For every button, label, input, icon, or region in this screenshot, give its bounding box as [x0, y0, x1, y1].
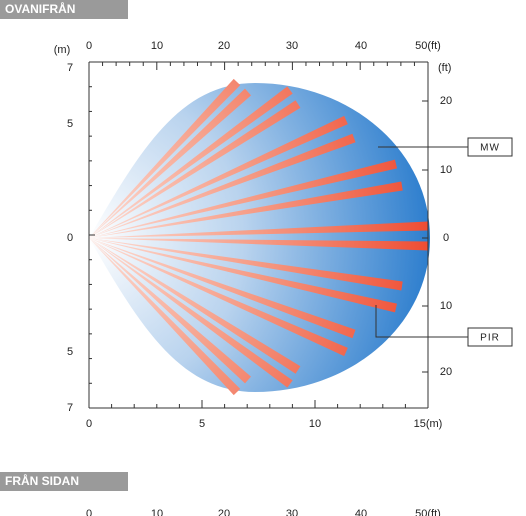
pir-beam — [89, 221, 429, 238]
pir-beam — [89, 115, 348, 238]
pir-beam — [89, 181, 403, 238]
side-tick-label: 20 — [218, 508, 230, 516]
right-tick-label: 10 — [440, 164, 452, 176]
top-tick-label: 0 — [86, 40, 92, 52]
bottom-tick-label: 15(m) — [414, 418, 443, 430]
side-tick-label: 10 — [151, 508, 163, 516]
side-tick-label: 40 — [355, 508, 367, 516]
pir-beam — [89, 100, 301, 238]
bottom-tick-label: 10 — [309, 418, 321, 430]
callout-label: PIR — [480, 333, 500, 344]
callout-line — [375, 305, 468, 338]
left-tick-label: 0 — [67, 232, 73, 244]
unit-label: (m) — [54, 44, 71, 56]
bottom-tick-label: 0 — [86, 418, 92, 430]
top-tick-label: 20 — [218, 40, 230, 52]
pir-beam — [89, 159, 398, 238]
ticks — [88, 61, 429, 409]
left-tick-label: 5 — [67, 346, 73, 358]
pir-beam — [89, 238, 251, 384]
pir-beam — [89, 238, 398, 313]
section-header: OVANIFRÅN — [5, 1, 75, 16]
pir-beam — [89, 238, 348, 357]
callout-box — [467, 327, 513, 347]
left-tick-label: 5 — [67, 118, 73, 130]
top-tick-label: 10 — [151, 40, 163, 52]
section-header: FRÅN SIDAN — [5, 473, 79, 488]
pir-beam — [89, 238, 429, 251]
pir-beam — [89, 133, 356, 238]
top-tick-label: 40 — [355, 40, 367, 52]
pir-beam — [89, 238, 356, 339]
unit-label: (ft) — [438, 62, 451, 74]
bottom-tick-label: 5 — [199, 418, 205, 430]
pir-beam — [89, 238, 241, 396]
side-tick-label: 50(ft) — [415, 508, 441, 516]
pir-beam — [89, 86, 293, 238]
tick-labels: 0 10 20 30 40 50(ft) 7 5 0 5 7 20 10 0 10 20 0 5 10 15(m) 0 1… — [67, 40, 452, 516]
callout-label: MW — [480, 143, 500, 154]
right-tick-label: 20 — [440, 366, 452, 378]
callout-box — [467, 137, 513, 157]
right-tick-label: 10 — [440, 300, 452, 312]
pir-beam — [89, 238, 403, 291]
pir-beams — [89, 78, 429, 396]
pir-beam — [89, 238, 301, 374]
section-header-bg — [0, 0, 128, 19]
right-tick-label: 20 — [440, 95, 452, 107]
left-tick-label: 7 — [67, 62, 73, 74]
pir-beam — [89, 78, 241, 238]
left-tick-label: 7 — [67, 402, 73, 414]
side-tick-label: 0 — [86, 508, 92, 516]
section-header-bg — [0, 472, 128, 491]
top-tick-label: 50(ft) — [415, 40, 441, 52]
right-tick-label: 0 — [443, 232, 449, 244]
pir-beam — [89, 238, 293, 388]
side-tick-label: 30 — [286, 508, 298, 516]
pir-beam — [89, 88, 252, 239]
top-tick-label: 30 — [286, 40, 298, 52]
